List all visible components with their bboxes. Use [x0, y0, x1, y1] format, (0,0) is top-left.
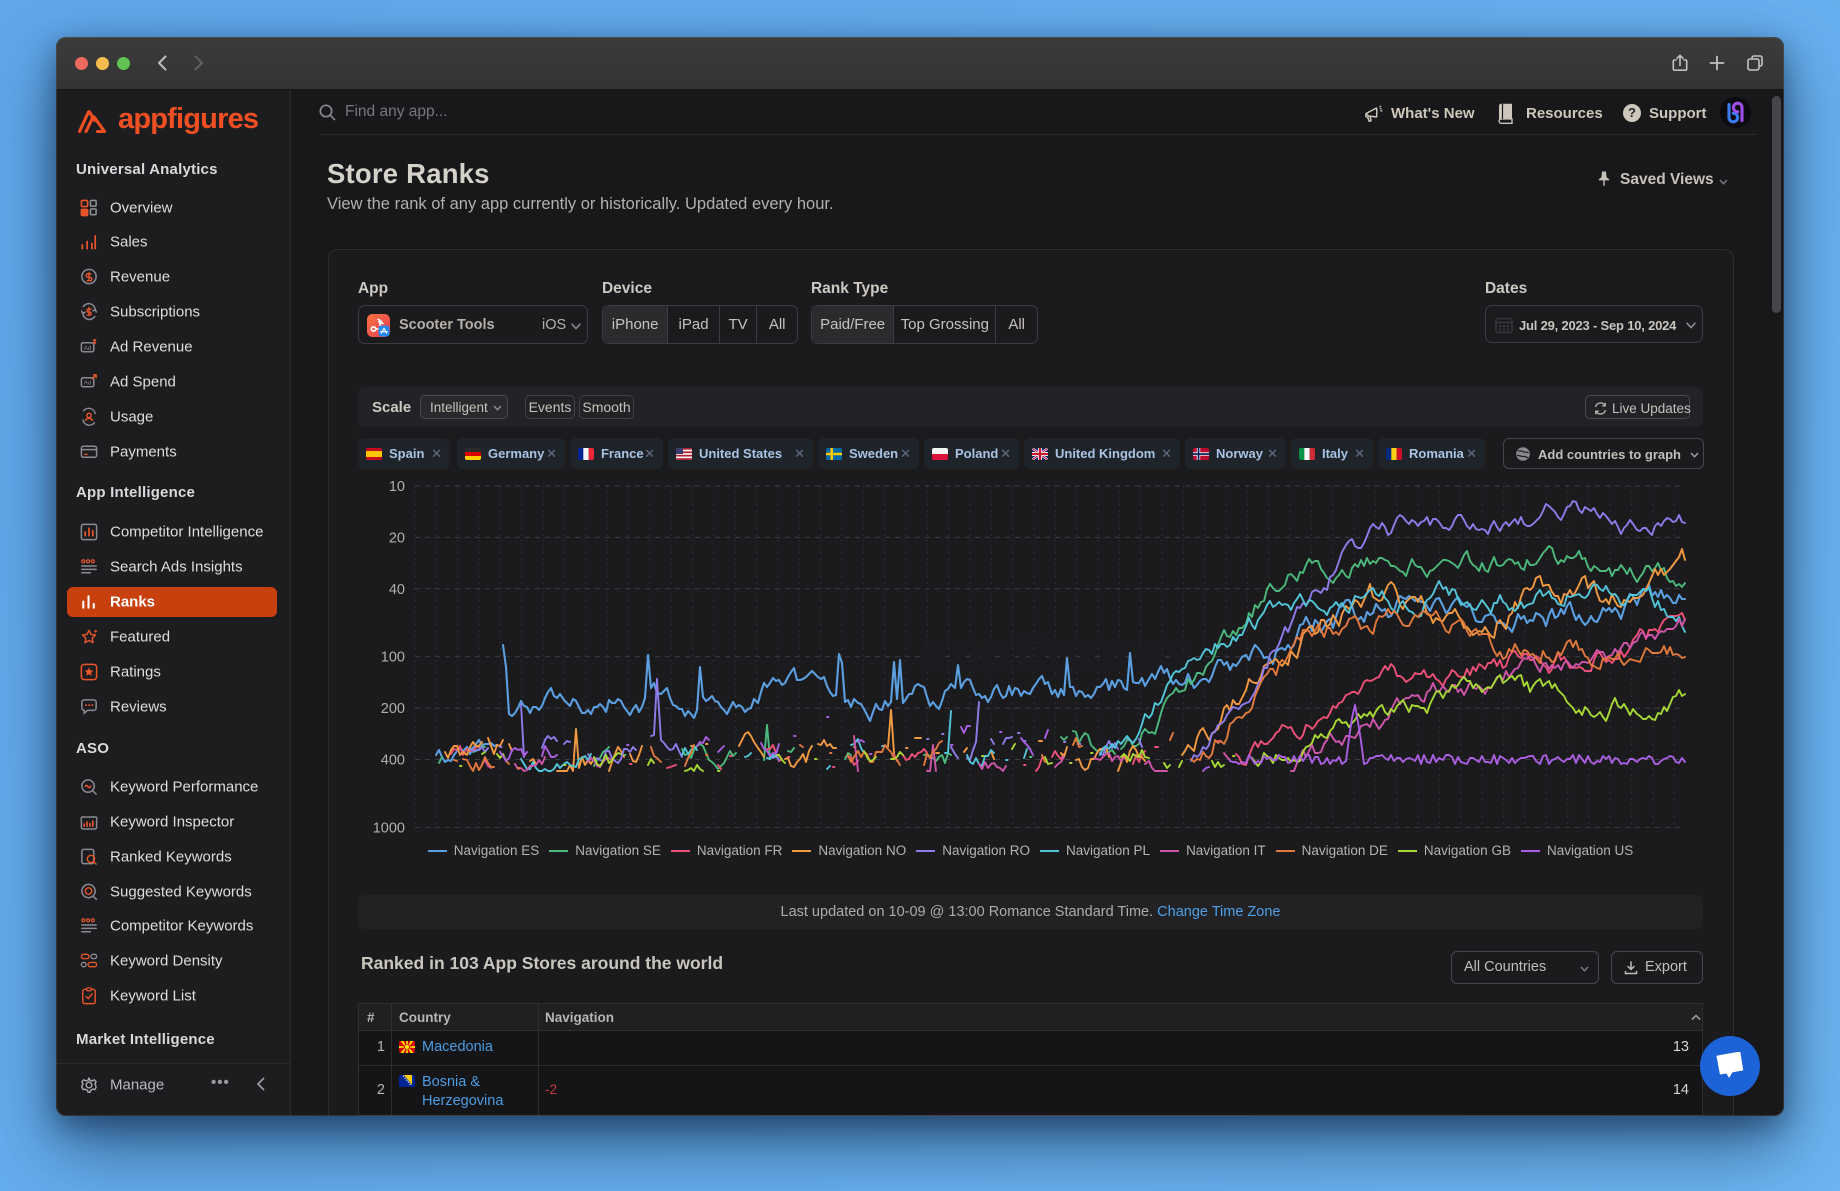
svg-text:Ad: Ad — [84, 345, 92, 352]
svg-text:Ad: Ad — [84, 380, 92, 387]
svg-text:200: 200 — [381, 701, 405, 717]
svg-text:appfigures: appfigures — [918, 623, 1194, 683]
svg-text:40: 40 — [389, 582, 405, 598]
svg-text:10: 10 — [389, 479, 405, 495]
svg-text:20: 20 — [389, 530, 405, 546]
svg-text:1000: 1000 — [373, 820, 405, 836]
svg-text:100: 100 — [381, 650, 405, 666]
svg-text:400: 400 — [381, 753, 405, 769]
